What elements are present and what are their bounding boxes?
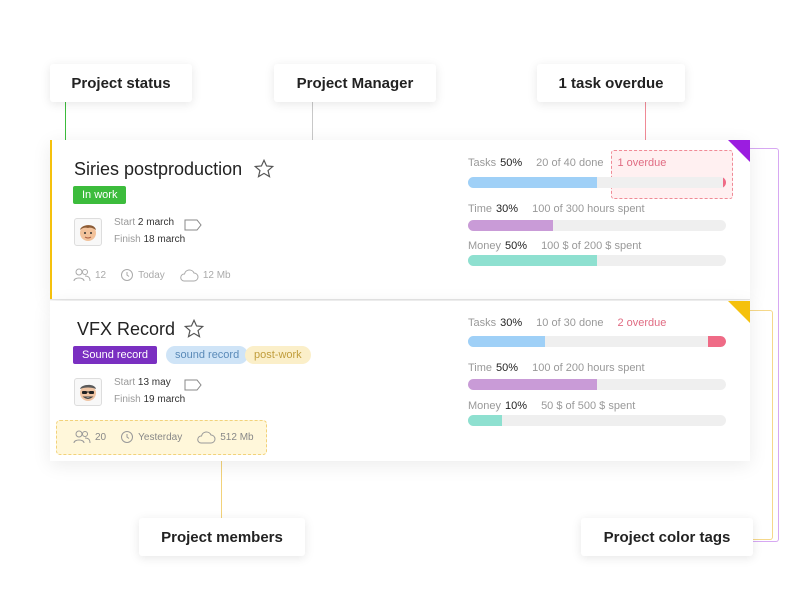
cloud-icon (197, 430, 216, 443)
project-title[interactable]: Siries postproduction (74, 159, 243, 179)
project-card-1[interactable]: Siries postproduction In work Start 2 ma… (50, 140, 750, 300)
finish-date: Finish 19 march (114, 394, 186, 405)
time-progress (468, 379, 726, 390)
money-label: Money 10% 50 $ of 500 $ spent (468, 400, 636, 412)
due-label: Yesterday (138, 431, 183, 443)
start-date: Start 13 may (114, 377, 171, 388)
members-highlight (56, 420, 267, 455)
avatar[interactable] (74, 378, 102, 406)
project-stats: 12 Today 12 Mb (73, 268, 245, 282)
tag-icon (184, 378, 202, 396)
callout-task-overdue: 1 task overdue (537, 64, 685, 102)
tasks-progress (468, 177, 726, 188)
color-tag-corner[interactable] (728, 301, 750, 323)
money-progress (468, 415, 726, 426)
avatar[interactable] (74, 218, 102, 246)
callout-project-status: Project status (50, 64, 192, 102)
money-progress (468, 255, 726, 266)
callout-project-color-tags: Project color tags (581, 518, 753, 556)
members-connector (221, 455, 222, 519)
time-label: Time 30% 100 of 300 hours spent (468, 203, 645, 215)
overdue-connector (645, 102, 646, 150)
time-progress (468, 220, 726, 231)
tags-connector-purple (750, 148, 779, 542)
overdue-count: 2 overdue (617, 317, 667, 329)
storage-size: 512 Mb (220, 431, 254, 443)
money-label: Money 50% 100 $ of 200 $ spent (468, 240, 642, 252)
storage-size: 12 Mb (202, 269, 231, 281)
tag-sound-record-light[interactable]: sound record (166, 346, 249, 364)
tag-icon (184, 218, 202, 236)
project-card-2[interactable]: VFX Record Sound record sound record pos… (50, 301, 750, 461)
tasks-progress (468, 336, 726, 347)
star-icon[interactable] (253, 158, 275, 185)
members-icon (73, 430, 91, 444)
finish-date: Finish 18 march (114, 234, 186, 245)
cloud-icon (180, 268, 199, 281)
overdue-count: 1 overdue (617, 157, 667, 169)
members-icon (73, 268, 91, 282)
card-accent (50, 140, 52, 300)
tasks-label: Tasks 50% 20 of 40 done 1 overdue (468, 157, 667, 169)
members-count: 20 (95, 431, 107, 443)
due-label: Today (138, 269, 165, 281)
clock-icon (121, 269, 134, 281)
tags-connector-yellow (750, 310, 773, 540)
overdue-highlight (611, 150, 733, 199)
card-divider (50, 299, 750, 300)
color-tag-corner[interactable] (728, 140, 750, 162)
time-label: Time 50% 100 of 200 hours spent (468, 362, 645, 374)
callout-project-members: Project members (139, 518, 305, 556)
tasks-label: Tasks 30% 10 of 30 done 2 overdue (468, 317, 667, 329)
clock-icon (121, 431, 134, 443)
tag-post-work[interactable]: post-work (245, 346, 311, 364)
star-icon[interactable] (183, 318, 205, 345)
members-count: 12 (95, 269, 107, 281)
project-stats: 20 Yesterday 512 Mb (73, 430, 268, 444)
project-title[interactable]: VFX Record (77, 319, 176, 339)
status-badge[interactable]: In work (73, 186, 127, 204)
tag-sound-record[interactable]: Sound record (73, 346, 158, 364)
callout-project-manager: Project Manager (274, 64, 436, 102)
start-date: Start 2 march (114, 217, 175, 228)
